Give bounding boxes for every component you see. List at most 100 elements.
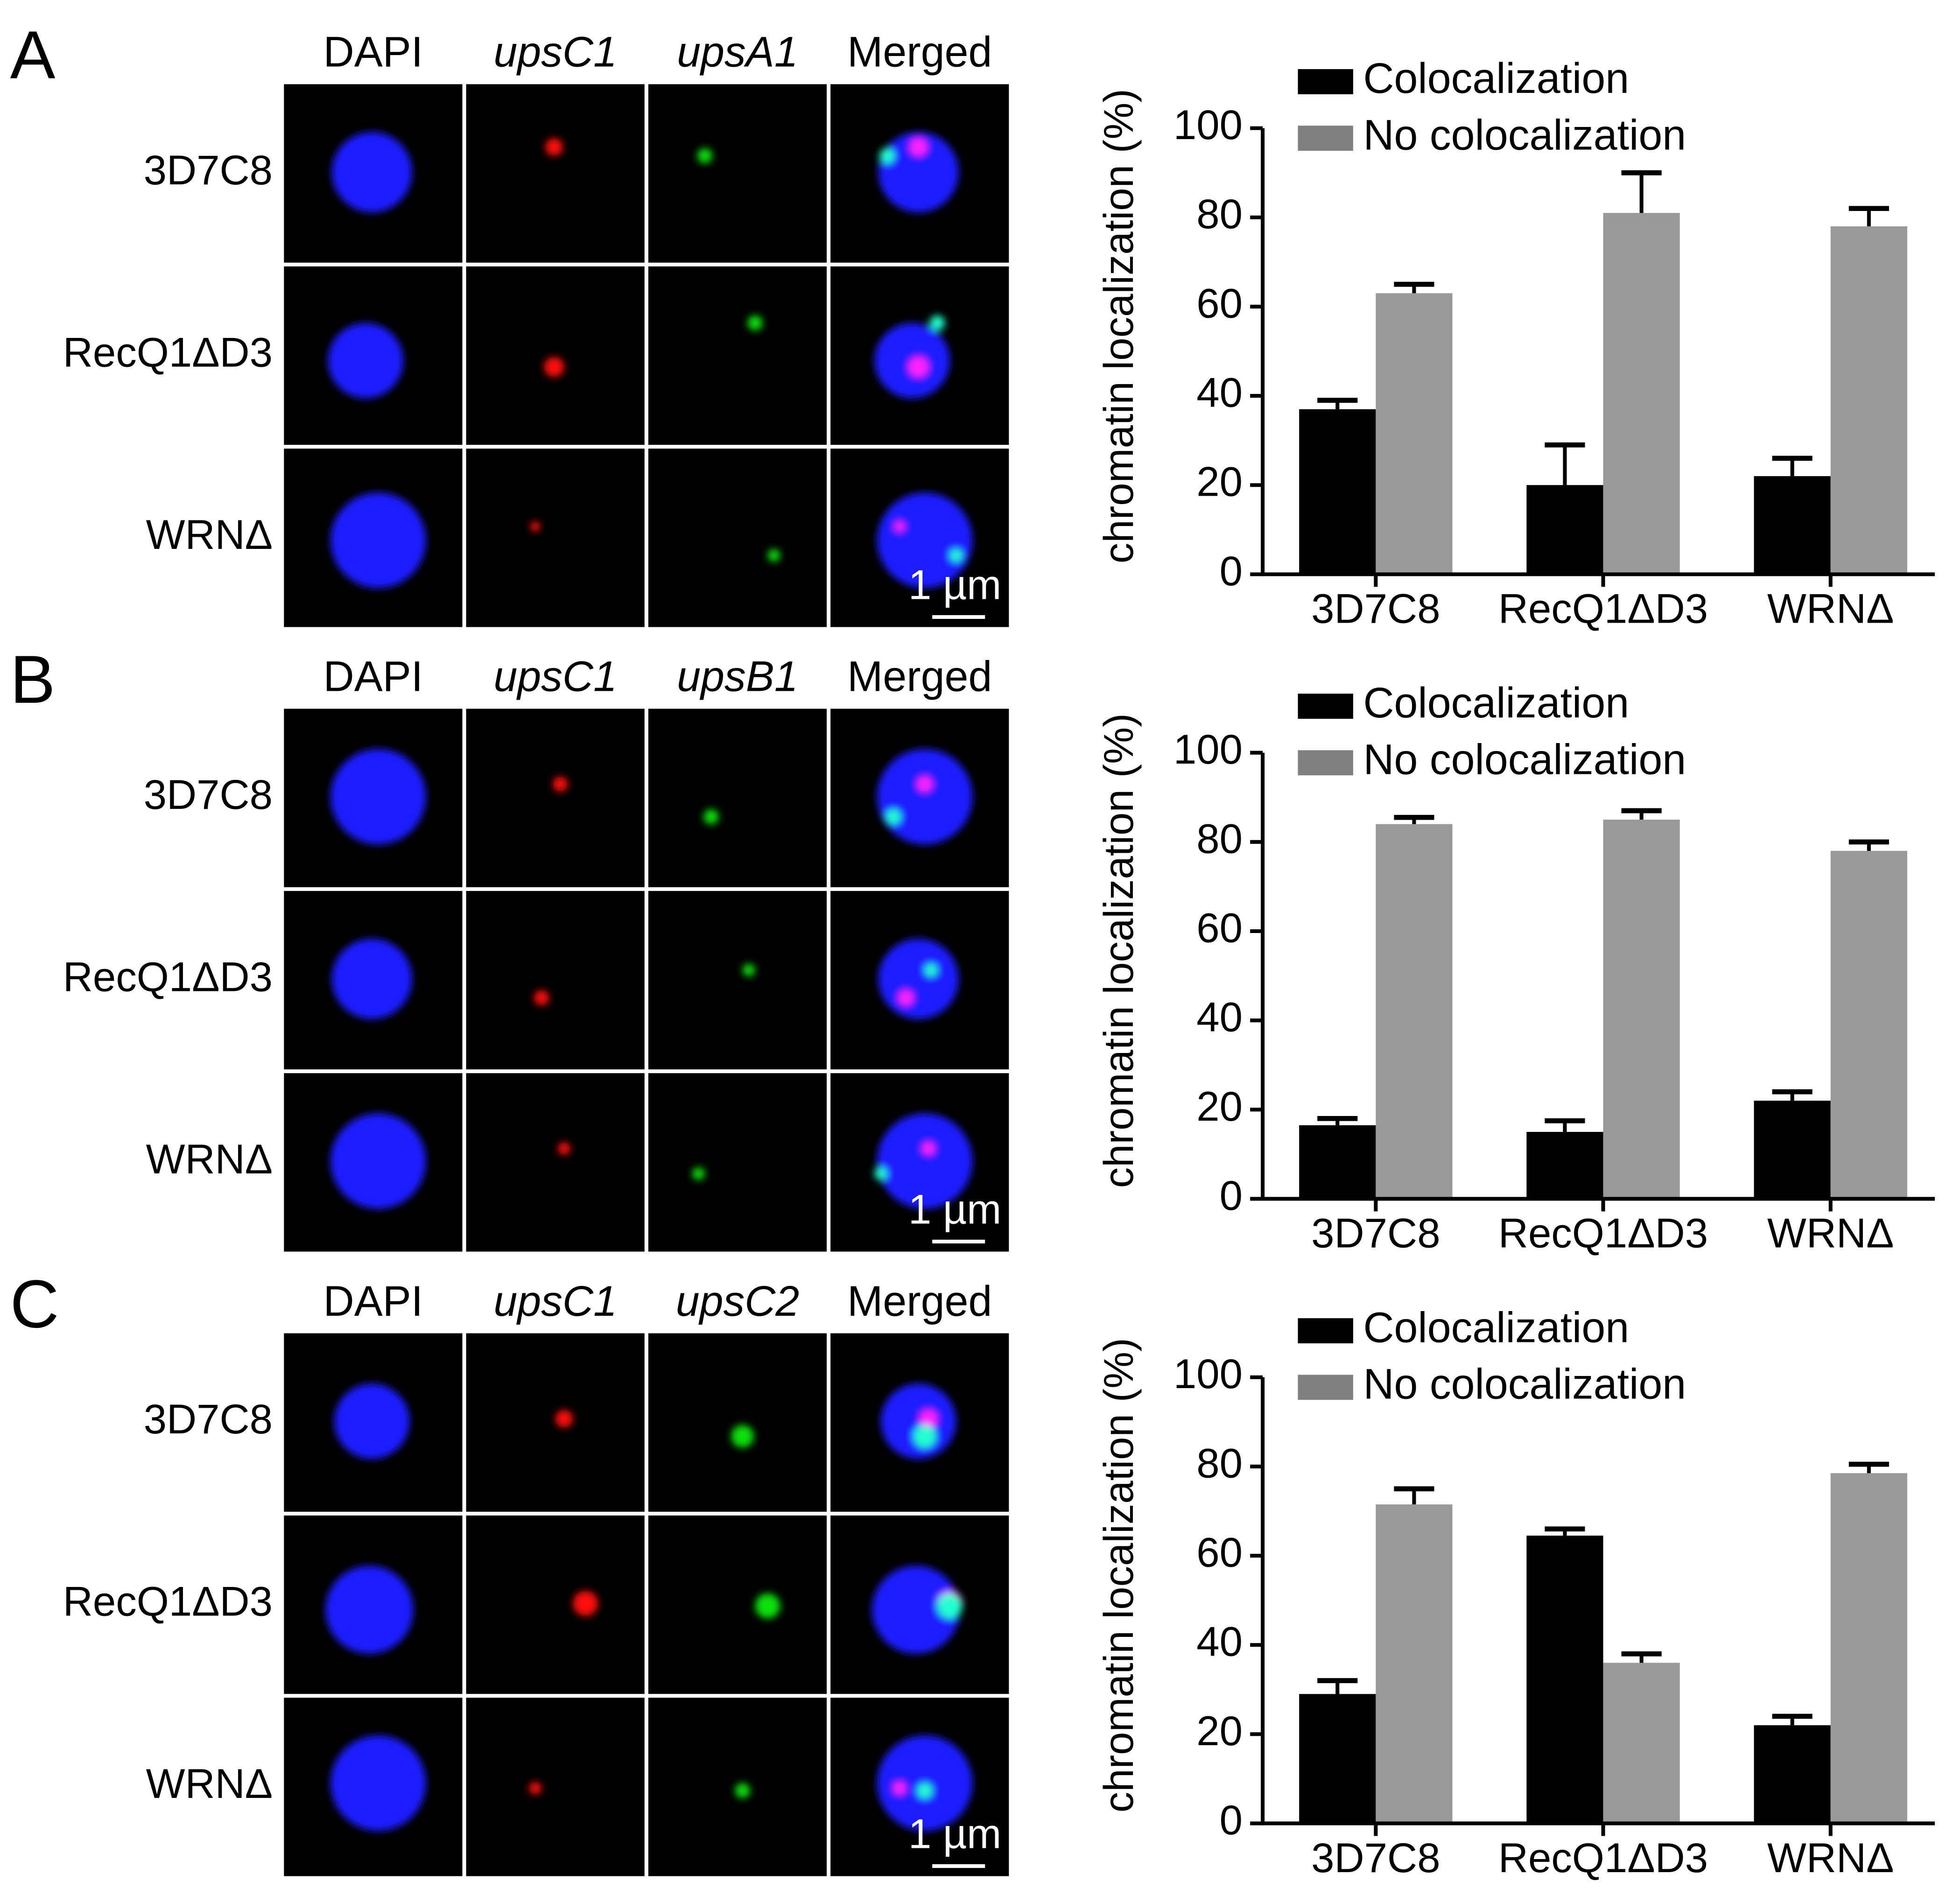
signal [692, 1167, 705, 1180]
signals [573, 1591, 598, 1616]
bar [1830, 850, 1907, 1199]
signal [747, 315, 763, 331]
micrograph [648, 449, 827, 627]
signal [929, 315, 945, 331]
column-header: Merged [847, 1277, 992, 1325]
micrograph [648, 84, 827, 263]
row-label: RecQ1ΔD3 [63, 329, 273, 375]
micrograph [648, 1073, 827, 1252]
signals [877, 1735, 973, 1831]
legend-label: No colocalization [1363, 1360, 1686, 1408]
signals [874, 1113, 973, 1209]
signals [545, 138, 563, 156]
scale-bar-label: 1 µm [908, 1811, 1001, 1857]
signal [755, 1593, 780, 1619]
scale-bar-label: 1 µm [908, 1186, 1001, 1233]
y-tick-label: 40 [1196, 994, 1243, 1040]
signal [735, 1783, 750, 1798]
y-tick-label: 100 [1173, 726, 1243, 772]
x-tick-label: WRNΔ [1767, 1835, 1894, 1881]
micrograph [648, 891, 827, 1070]
x-tick-label: 3D7C8 [1311, 586, 1440, 632]
bar [1376, 1504, 1453, 1824]
signals [330, 749, 426, 845]
column-header: upsC2 [676, 1277, 800, 1325]
signals [878, 132, 959, 212]
signal [529, 1782, 542, 1795]
bar [1299, 1694, 1376, 1824]
signals [877, 492, 973, 588]
row-label: RecQ1ΔD3 [63, 1579, 273, 1625]
signal [878, 132, 959, 212]
x-tick-label: RecQ1ΔD3 [1498, 1210, 1708, 1256]
y-tick-label: 100 [1173, 1351, 1243, 1397]
signal [917, 1783, 933, 1798]
signals [755, 1593, 780, 1619]
signals [330, 492, 426, 588]
column-header: upsB1 [677, 653, 798, 701]
signal [767, 549, 780, 562]
y-tick-label: 40 [1196, 1619, 1243, 1665]
column-header: DAPI [323, 653, 423, 701]
signals [330, 1735, 426, 1831]
signals [697, 148, 713, 163]
legend-swatch [1298, 1375, 1353, 1400]
signals [558, 1142, 571, 1155]
signal [573, 1591, 598, 1616]
bar [1526, 1536, 1603, 1824]
legend-swatch [1298, 694, 1353, 719]
panel-letter: C [10, 1266, 59, 1342]
legend-label: Colocalization [1363, 1304, 1629, 1351]
bar [1603, 213, 1680, 575]
legend-swatch [1298, 750, 1353, 776]
signal [877, 749, 973, 845]
bar [1376, 824, 1453, 1199]
bar [1754, 476, 1831, 575]
signals [334, 1383, 410, 1459]
bar [1603, 1663, 1680, 1824]
y-tick-label: 80 [1196, 191, 1243, 237]
y-tick-label: 60 [1196, 1530, 1243, 1576]
x-tick-label: 3D7C8 [1311, 1210, 1440, 1256]
signals [553, 776, 568, 792]
micrograph [466, 1698, 645, 1876]
column-header: DAPI [323, 28, 423, 76]
signals [328, 323, 404, 399]
signal [697, 148, 713, 163]
micrograph [466, 1073, 645, 1252]
signal [544, 357, 564, 377]
bar [1754, 1725, 1831, 1824]
signal [877, 1113, 973, 1209]
signals [747, 315, 763, 331]
signals [767, 549, 780, 562]
signal [558, 1142, 571, 1155]
signals [544, 357, 564, 377]
legend-label: No colocalization [1363, 736, 1686, 783]
x-tick-label: WRNΔ [1767, 586, 1894, 632]
signal [885, 809, 901, 825]
panel-letter: B [10, 641, 56, 717]
scale-bar-label: 1 µm [908, 561, 1001, 608]
row-label: WRNΔ [146, 512, 273, 558]
y-axis-label: chromatin localization (%) [1096, 1338, 1142, 1812]
bar [1830, 1473, 1907, 1824]
y-tick-label: 0 [1220, 548, 1243, 594]
signal [872, 1565, 960, 1654]
y-tick-label: 20 [1196, 1083, 1243, 1130]
signals [330, 1113, 426, 1209]
y-tick-label: 60 [1196, 905, 1243, 951]
signal [330, 492, 426, 588]
signal [879, 148, 895, 163]
bar [1299, 409, 1376, 575]
signal [874, 1167, 887, 1180]
column-header: upsC1 [493, 1277, 617, 1325]
signals [555, 1410, 573, 1428]
micrograph [648, 1515, 827, 1694]
signal [555, 1410, 573, 1428]
legend-label: Colocalization [1363, 679, 1629, 727]
bar [1526, 485, 1603, 575]
signals [877, 749, 973, 845]
bar [1526, 1132, 1603, 1199]
signal [894, 521, 905, 532]
